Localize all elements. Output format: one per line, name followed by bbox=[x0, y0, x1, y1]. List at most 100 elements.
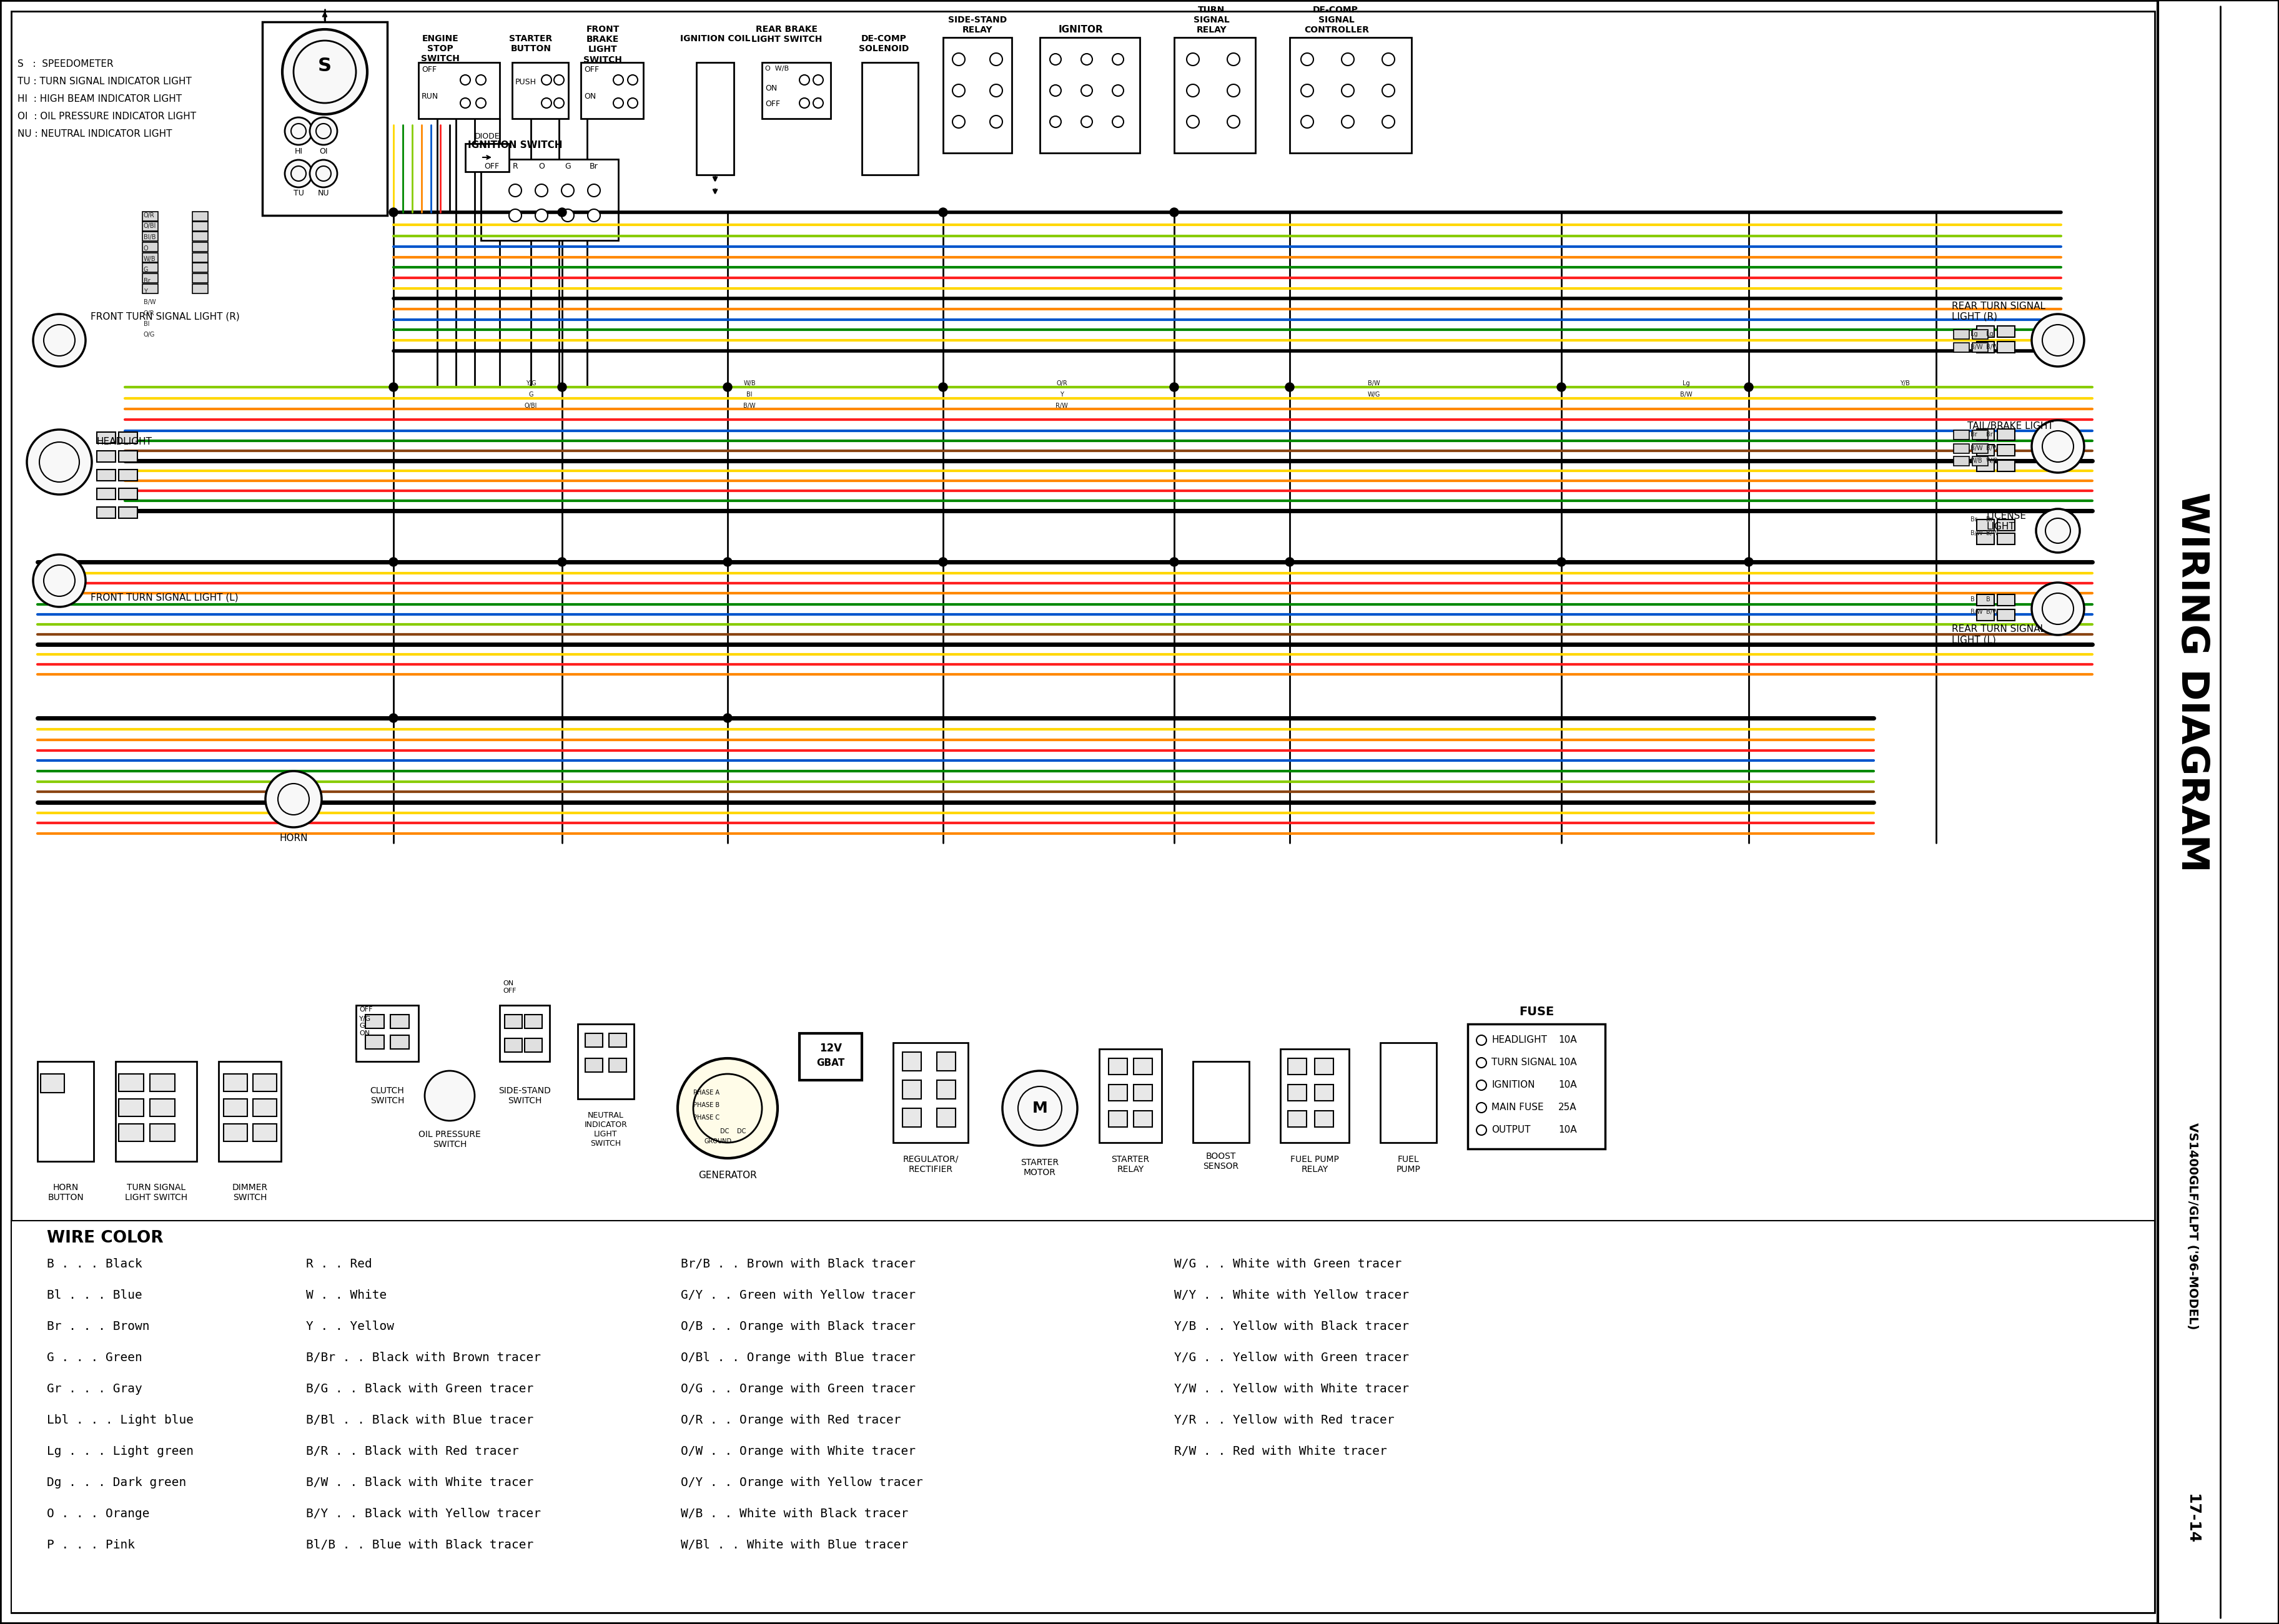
Bar bbox=[861, 62, 918, 175]
Circle shape bbox=[613, 97, 622, 109]
Text: B/W: B/W bbox=[1985, 609, 1999, 615]
Text: Gr . . . Gray: Gr . . . Gray bbox=[48, 1384, 141, 1395]
Text: G: G bbox=[565, 162, 570, 171]
Bar bbox=[119, 1124, 144, 1142]
Bar bbox=[1976, 326, 1994, 338]
Circle shape bbox=[627, 75, 638, 84]
Bar bbox=[1290, 37, 1411, 153]
Text: WIRE COLOR: WIRE COLOR bbox=[48, 1229, 164, 1246]
Bar bbox=[937, 1108, 955, 1127]
Circle shape bbox=[317, 166, 330, 180]
Bar bbox=[1971, 343, 1987, 352]
Text: MAIN FUSE: MAIN FUSE bbox=[1490, 1103, 1543, 1112]
Text: DIODE: DIODE bbox=[474, 133, 499, 141]
Bar bbox=[141, 253, 157, 261]
Bar bbox=[365, 1034, 385, 1049]
Text: Y: Y bbox=[1060, 391, 1064, 398]
Text: R/W . . Red with White tracer: R/W . . Red with White tracer bbox=[1174, 1445, 1388, 1457]
Bar bbox=[1996, 460, 2015, 471]
Circle shape bbox=[1301, 54, 1313, 65]
Bar bbox=[902, 1080, 921, 1099]
Circle shape bbox=[1381, 54, 1395, 65]
Circle shape bbox=[1228, 54, 1240, 65]
Bar bbox=[1953, 443, 1969, 453]
Bar bbox=[608, 1033, 627, 1047]
Circle shape bbox=[2031, 583, 2083, 635]
Text: HORN
BUTTON: HORN BUTTON bbox=[48, 1184, 84, 1202]
Text: PUSH: PUSH bbox=[515, 78, 536, 86]
Circle shape bbox=[2042, 430, 2074, 463]
Text: B: B bbox=[1985, 596, 1990, 603]
Text: W . . White: W . . White bbox=[305, 1289, 387, 1301]
Text: B/W: B/W bbox=[1985, 344, 1999, 351]
Bar bbox=[481, 159, 618, 240]
Text: FRONT
BRAKE
LIGHT
SWITCH: FRONT BRAKE LIGHT SWITCH bbox=[583, 24, 622, 63]
Bar bbox=[697, 62, 734, 175]
Text: HI: HI bbox=[294, 148, 303, 156]
Text: FUSE: FUSE bbox=[1518, 1005, 1554, 1018]
Circle shape bbox=[1557, 557, 1566, 567]
Circle shape bbox=[1080, 117, 1092, 127]
Circle shape bbox=[310, 117, 337, 145]
Bar bbox=[119, 507, 137, 518]
Text: O . . . Orange: O . . . Orange bbox=[48, 1507, 150, 1520]
Circle shape bbox=[1003, 1070, 1078, 1145]
Text: B: B bbox=[1971, 596, 1974, 603]
Bar bbox=[1108, 1059, 1128, 1075]
Text: 17-14: 17-14 bbox=[2186, 1494, 2199, 1543]
Circle shape bbox=[1381, 115, 1395, 128]
Text: OUTPUT: OUTPUT bbox=[1490, 1125, 1531, 1135]
Circle shape bbox=[558, 208, 567, 216]
Bar bbox=[119, 489, 137, 500]
Circle shape bbox=[1743, 383, 1753, 391]
Bar bbox=[356, 1005, 419, 1062]
Bar bbox=[141, 232, 157, 240]
Bar bbox=[1315, 1085, 1333, 1101]
Bar bbox=[191, 284, 207, 294]
Circle shape bbox=[390, 557, 399, 567]
Bar bbox=[1288, 1059, 1306, 1075]
Text: TAIL/BRAKE LIGHT: TAIL/BRAKE LIGHT bbox=[1967, 422, 2053, 430]
Bar bbox=[800, 1033, 861, 1080]
Circle shape bbox=[2047, 518, 2069, 542]
Bar bbox=[96, 507, 116, 518]
Text: G . . . Green: G . . . Green bbox=[48, 1351, 141, 1364]
Circle shape bbox=[1187, 84, 1199, 97]
Text: PHASE C: PHASE C bbox=[693, 1114, 720, 1121]
Text: B . . . Black: B . . . Black bbox=[48, 1259, 141, 1270]
Bar bbox=[1976, 445, 1994, 456]
Text: FUEL
PUMP: FUEL PUMP bbox=[1397, 1155, 1420, 1174]
Text: FRONT TURN SIGNAL LIGHT (R): FRONT TURN SIGNAL LIGHT (R) bbox=[91, 312, 239, 322]
Circle shape bbox=[627, 97, 638, 109]
Text: Bl . . . Blue: Bl . . . Blue bbox=[48, 1289, 141, 1301]
Circle shape bbox=[1477, 1034, 1486, 1046]
Bar bbox=[1996, 609, 2015, 620]
Circle shape bbox=[1169, 557, 1178, 567]
Text: B/G . . Black with Green tracer: B/G . . Black with Green tracer bbox=[305, 1384, 533, 1395]
Text: ON: ON bbox=[766, 84, 777, 93]
Bar bbox=[141, 263, 157, 273]
Bar bbox=[1315, 1111, 1333, 1127]
Text: O/Bl: O/Bl bbox=[524, 403, 538, 409]
Text: ON
OFF: ON OFF bbox=[504, 981, 517, 994]
Bar bbox=[1098, 1049, 1162, 1143]
Text: P . . . Pink: P . . . Pink bbox=[48, 1540, 134, 1551]
Text: G: G bbox=[529, 391, 533, 398]
Circle shape bbox=[722, 383, 732, 391]
Text: W/B: W/B bbox=[144, 257, 155, 261]
Text: O/W . . Orange with White tracer: O/W . . Orange with White tracer bbox=[681, 1445, 916, 1457]
Circle shape bbox=[1080, 84, 1092, 96]
Circle shape bbox=[39, 442, 80, 482]
Text: GROUND: GROUND bbox=[704, 1138, 732, 1145]
Bar bbox=[1108, 1085, 1128, 1101]
Text: O/G: O/G bbox=[144, 331, 155, 338]
Bar bbox=[96, 432, 116, 443]
Circle shape bbox=[1112, 84, 1124, 96]
Circle shape bbox=[390, 208, 399, 216]
Circle shape bbox=[1381, 84, 1395, 97]
Text: OFF: OFF bbox=[766, 101, 779, 109]
Circle shape bbox=[561, 184, 574, 197]
Circle shape bbox=[989, 84, 1003, 97]
Bar bbox=[390, 1015, 410, 1028]
Text: B/R . . Black with Red tracer: B/R . . Black with Red tracer bbox=[305, 1445, 520, 1457]
